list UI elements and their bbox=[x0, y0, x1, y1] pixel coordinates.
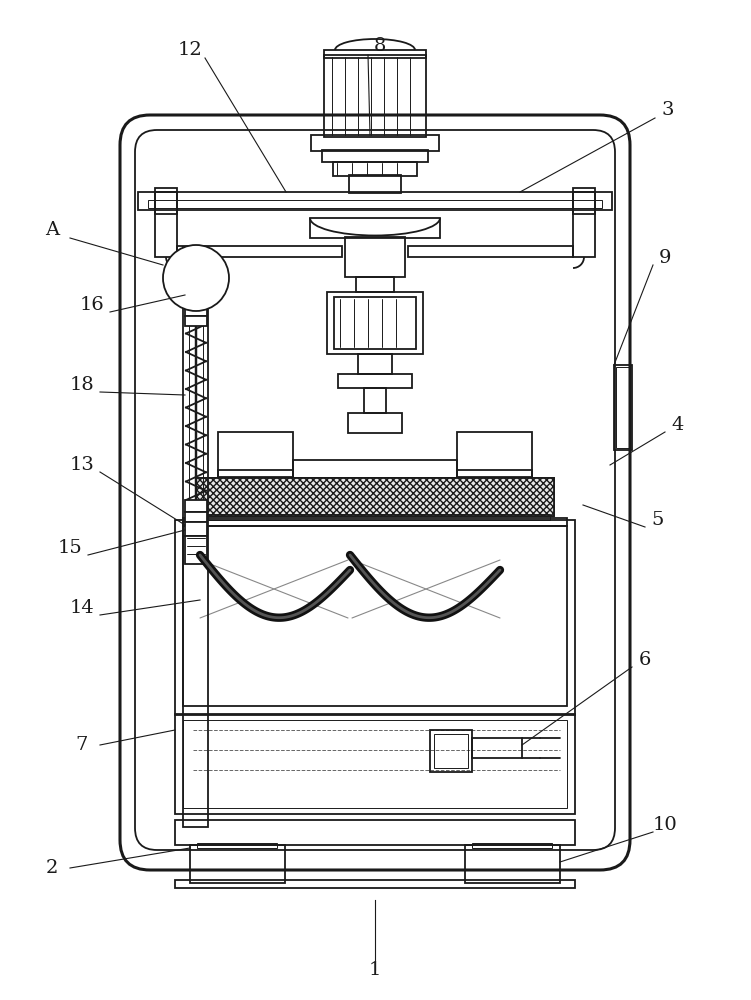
Bar bbox=[311, 135, 439, 151]
Text: 10: 10 bbox=[653, 816, 677, 834]
Bar bbox=[434, 734, 468, 768]
Bar bbox=[188, 287, 204, 293]
Bar bbox=[345, 237, 405, 277]
Text: A: A bbox=[45, 221, 59, 239]
Text: 15: 15 bbox=[58, 539, 83, 557]
Bar bbox=[196, 478, 554, 516]
Bar bbox=[138, 192, 612, 210]
Bar bbox=[185, 316, 207, 326]
Bar bbox=[349, 175, 401, 193]
Text: 14: 14 bbox=[70, 599, 95, 617]
Bar bbox=[338, 374, 412, 388]
Bar bbox=[196, 478, 554, 516]
Bar bbox=[364, 388, 386, 413]
Bar bbox=[185, 522, 207, 536]
Text: 13: 13 bbox=[70, 456, 95, 474]
Bar bbox=[324, 50, 426, 58]
Text: 16: 16 bbox=[80, 296, 104, 314]
Bar bbox=[177, 246, 342, 257]
Bar bbox=[573, 192, 595, 257]
Bar bbox=[183, 720, 567, 808]
Bar bbox=[218, 432, 293, 477]
Bar bbox=[190, 845, 285, 883]
Bar bbox=[322, 150, 428, 162]
Bar bbox=[175, 880, 575, 888]
Bar bbox=[218, 470, 293, 478]
Text: 5: 5 bbox=[652, 511, 664, 529]
Text: 6: 6 bbox=[639, 651, 651, 669]
Bar bbox=[148, 200, 602, 208]
Bar bbox=[348, 413, 402, 433]
Bar bbox=[183, 247, 208, 827]
Bar bbox=[200, 514, 550, 520]
Bar bbox=[155, 192, 177, 257]
Bar bbox=[358, 354, 392, 374]
Text: 8: 8 bbox=[374, 37, 386, 55]
Bar bbox=[175, 714, 575, 814]
Bar bbox=[333, 162, 417, 176]
FancyBboxPatch shape bbox=[135, 130, 615, 850]
Bar bbox=[356, 277, 394, 292]
Bar bbox=[465, 845, 560, 883]
Bar bbox=[614, 365, 632, 450]
Bar bbox=[185, 500, 207, 512]
Text: 12: 12 bbox=[178, 41, 202, 59]
Bar bbox=[472, 843, 552, 848]
Text: 18: 18 bbox=[70, 376, 95, 394]
Bar bbox=[457, 432, 532, 477]
Bar bbox=[327, 292, 423, 354]
Bar bbox=[616, 367, 630, 448]
Bar bbox=[155, 188, 177, 214]
Bar bbox=[573, 188, 595, 214]
Text: 9: 9 bbox=[659, 249, 671, 267]
Bar bbox=[188, 265, 204, 271]
Bar bbox=[197, 843, 277, 848]
Bar bbox=[334, 297, 416, 349]
Bar bbox=[183, 526, 567, 706]
Bar bbox=[472, 738, 522, 758]
Circle shape bbox=[163, 245, 229, 311]
Bar bbox=[324, 55, 426, 137]
Bar bbox=[183, 518, 567, 526]
Text: 3: 3 bbox=[662, 101, 674, 119]
Text: 4: 4 bbox=[672, 416, 684, 434]
Bar bbox=[175, 820, 575, 845]
Bar bbox=[191, 271, 201, 287]
Bar bbox=[185, 536, 207, 564]
Bar bbox=[175, 520, 575, 715]
Bar bbox=[185, 308, 207, 316]
Bar bbox=[310, 218, 440, 238]
Text: 1: 1 bbox=[369, 961, 382, 979]
Bar bbox=[430, 730, 472, 772]
Text: 2: 2 bbox=[46, 859, 58, 877]
Text: 7: 7 bbox=[76, 736, 88, 754]
Bar bbox=[185, 512, 207, 522]
Bar bbox=[408, 246, 573, 257]
Bar bbox=[293, 460, 457, 478]
Bar bbox=[457, 470, 532, 478]
